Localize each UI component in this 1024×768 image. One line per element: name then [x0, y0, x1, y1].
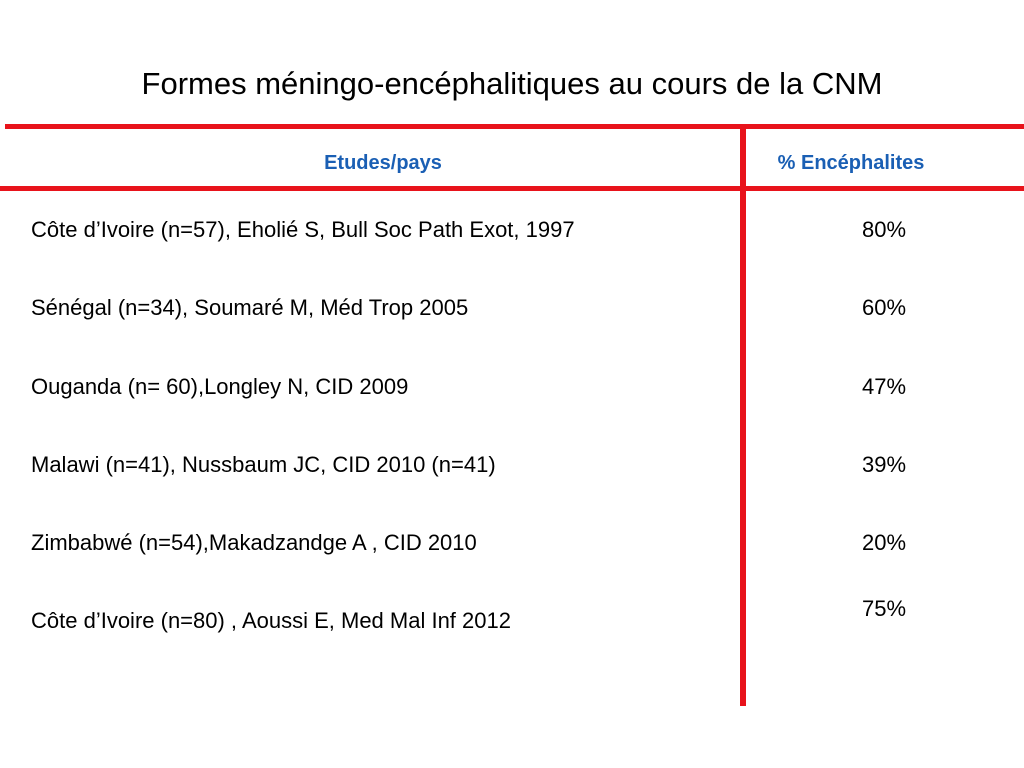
percent-cell: 47%: [862, 374, 907, 399]
table-header-rule: [0, 186, 1024, 191]
study-cell: Sénégal (n=34), Soumaré M, Méd Trop 2005: [31, 295, 469, 320]
table-column-divider: [740, 126, 746, 706]
study-cell: Zimbabwé (n=54),Makadzandge A , CID 2010: [31, 530, 477, 555]
slide-title: Formes méningo-encéphalitiques au cours …: [141, 66, 883, 101]
percent-cell: 39%: [862, 452, 907, 477]
percent-cell: 75%: [862, 596, 907, 621]
study-cell: Côte d’Ivoire (n=57), Eholié S, Bull Soc…: [31, 217, 575, 242]
percent-cell: 80%: [862, 217, 907, 242]
study-cell: Côte d’Ivoire (n=80) , Aoussi E, Med Mal…: [31, 608, 511, 633]
study-cell: Malawi (n=41), Nussbaum JC, CID 2010 (n=…: [31, 452, 496, 477]
percent-cell: 20%: [862, 530, 907, 555]
study-cell: Ouganda (n= 60),Longley N, CID 2009: [31, 374, 409, 399]
column-header-study: Etudes/pays: [324, 152, 442, 174]
column-header-percent: % Encéphalites: [777, 152, 925, 174]
percent-cell: 60%: [862, 295, 907, 320]
table-top-rule: [5, 124, 1024, 129]
